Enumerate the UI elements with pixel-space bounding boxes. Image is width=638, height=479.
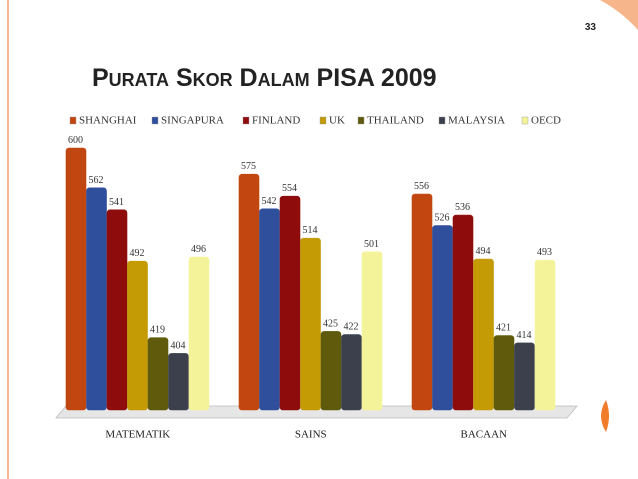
value-label: 421 [496,323,511,334]
bar [411,193,433,411]
legend-label: SINGAPURA [161,115,224,127]
value-label: 600 [68,135,83,146]
bar [279,195,301,411]
x-tick-label: SAINS [295,429,327,441]
legend-label: THAILAND [367,115,424,127]
legend-label: UK [329,115,345,127]
legend-swatch [319,116,327,125]
legend-label: FINLAND [252,115,300,127]
bar [106,209,128,411]
bar [65,147,87,411]
value-label: 496 [191,244,206,255]
bar [320,331,342,411]
bar [300,237,321,411]
legend-swatch [521,116,529,125]
legend-swatch [242,116,250,125]
bar [341,334,362,411]
legend-swatch [151,116,159,125]
bar [188,256,210,411]
value-label: 526 [435,213,450,224]
bar [534,259,556,411]
value-label: 536 [455,202,470,213]
value-label: 419 [150,325,165,336]
value-label: 541 [109,197,124,208]
value-label: 422 [344,322,359,333]
value-label: 556 [414,181,429,192]
page-number: 33 [585,22,597,33]
bar [147,337,169,411]
bar [361,251,383,411]
bar [86,187,107,411]
bar [493,335,515,411]
value-label: 501 [364,239,379,250]
value-label: 542 [262,196,277,207]
chart-title: Purata Skor Dalam PISA 2009 [92,64,437,92]
bar [127,260,148,411]
plot-area: SHANGHAI SINGAPURA FINLAND UK THAILAND MALAYS… [65,115,561,441]
value-label: 404 [171,340,186,351]
corner-decoration [600,0,638,30]
value-label: 414 [517,330,532,341]
value-label: 575 [241,161,256,172]
legend-swatch [438,116,446,125]
bar [514,342,535,411]
value-label: 554 [282,183,297,194]
bar [259,208,280,411]
bar [473,258,494,411]
bar [432,225,453,411]
value-label: 492 [130,248,145,259]
bar [168,353,189,411]
side-decoration [601,400,609,432]
value-label: 425 [323,318,338,329]
legend-label: OECD [531,115,561,127]
bar [238,173,260,411]
legend-label: MALAYSIA [448,115,505,127]
value-label: 494 [476,246,491,257]
value-label: 493 [537,247,552,258]
bar [452,214,474,411]
x-tick-label: MATEMATIK [105,429,170,441]
legend-swatch [69,116,77,125]
value-label: 562 [89,175,104,186]
x-tick-label: BACAAN [461,429,508,441]
value-label: 514 [303,225,318,236]
legend-label: SHANGHAI [79,115,137,127]
legend-swatch [357,116,365,125]
